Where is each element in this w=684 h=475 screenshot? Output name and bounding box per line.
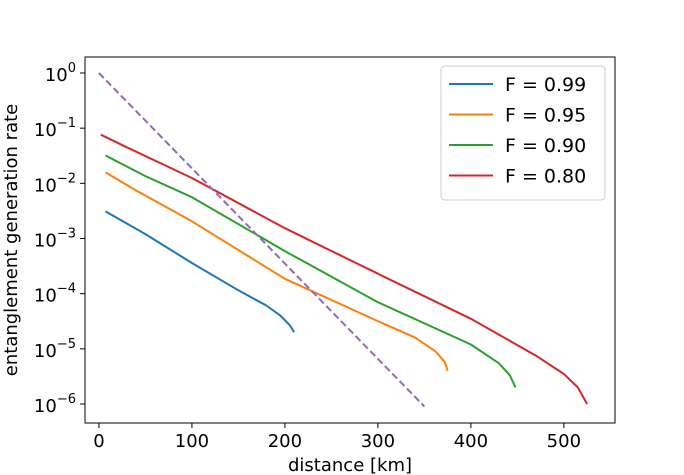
x-tick-label: 300	[361, 431, 395, 452]
y-tick-label: 100	[45, 61, 76, 86]
series-line-2	[105, 154, 517, 388]
legend-label: F = 0.99	[505, 74, 586, 96]
legend-box	[440, 65, 606, 201]
x-tick-label: 500	[547, 431, 581, 452]
legend-label: F = 0.80	[505, 166, 586, 188]
y-tick-label: 10−1	[34, 116, 76, 141]
x-tick-label: 0	[93, 431, 104, 452]
x-tick-label: 100	[175, 431, 209, 452]
plot-frame	[84, 56, 616, 424]
series-line-3	[100, 133, 588, 405]
legend-label: F = 0.95	[505, 105, 586, 127]
y-tick-label: 10−5	[34, 337, 76, 362]
y-ticks: 100 10−1 10−2 10−3 10−4 10−5 10−6	[34, 61, 85, 417]
series-layer	[98, 72, 588, 408]
legend-label: F = 0.90	[505, 135, 586, 157]
series-line-4	[98, 72, 426, 408]
x-ticks: 0 100 200 300 400 500	[93, 423, 581, 452]
series-line-1	[104, 171, 449, 372]
x-axis-label: distance [km]	[288, 455, 412, 475]
y-tick-label: 10−3	[34, 227, 76, 252]
y-tick-label: 10−2	[34, 171, 76, 196]
x-tick-label: 200	[268, 431, 302, 452]
x-tick-label: 400	[454, 431, 488, 452]
y-axis-label: entanglement generation rate	[1, 104, 22, 376]
y-tick-label: 10−4	[34, 282, 76, 307]
legend: F = 0.99 F = 0.95 F = 0.90 F = 0.80	[440, 65, 606, 201]
series-line-0	[105, 210, 296, 333]
y-tick-label: 10−6	[34, 392, 76, 417]
